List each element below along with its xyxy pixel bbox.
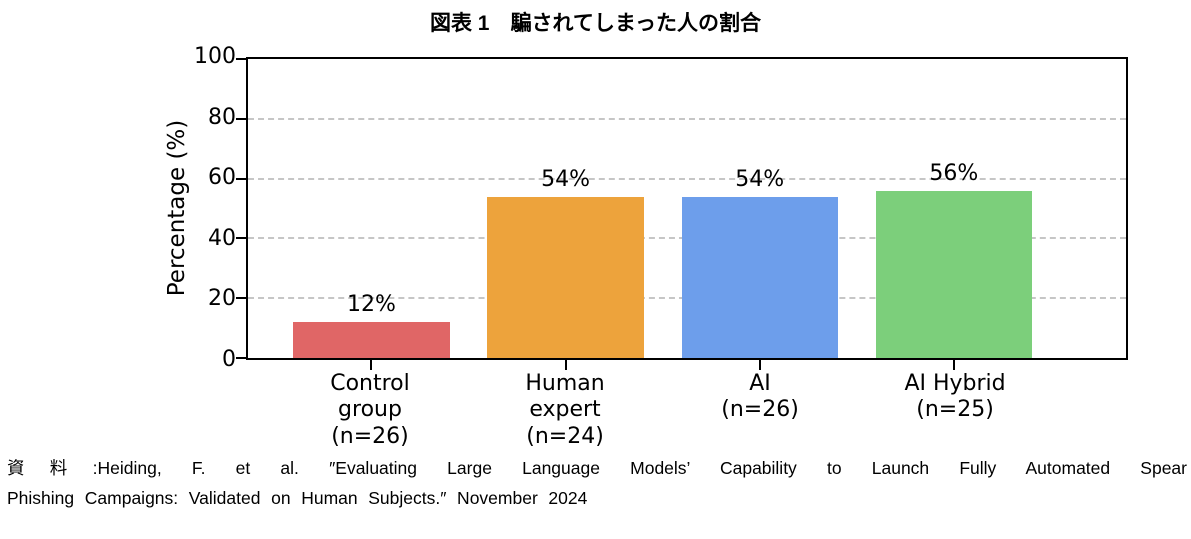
- y-tick-mark: [236, 237, 246, 240]
- x-axis-labels: Control group (n=26) Human expert (n=24) A…: [246, 371, 1128, 455]
- x-tick-label: AI (n=26): [721, 371, 799, 423]
- x-tick-label: AI Hybrid (n=25): [904, 371, 1006, 423]
- x-tick-mark: [564, 360, 567, 370]
- y-tick-label: 100: [194, 44, 236, 69]
- y-tick-label: 0: [222, 347, 236, 372]
- y-tick-label: 40: [208, 225, 236, 251]
- bar-3: 54%: [681, 167, 838, 358]
- gridline: [248, 117, 1126, 120]
- y-tick-label: 60: [208, 165, 236, 191]
- x-tick-mark: [370, 360, 373, 370]
- source-line-2: Phishing Campaigns: Validated on Human S…: [7, 487, 588, 508]
- source-note: 資料:Heiding, F. et al. ″Evaluating Large …: [7, 454, 1187, 514]
- y-tick-mark: [236, 177, 246, 180]
- bar-value-label: 56%: [929, 160, 979, 186]
- bar-value-label: 54%: [541, 166, 591, 192]
- y-tick-mark: [236, 357, 246, 359]
- bar-value-label: 54%: [735, 166, 785, 192]
- gridline: [248, 177, 1126, 180]
- x-tick-mark: [758, 360, 761, 370]
- bar-1: 12%: [293, 292, 450, 358]
- x-tick-mark: [952, 360, 955, 370]
- y-tick-mark: [236, 58, 246, 60]
- chart-title: 図表 1 騙されてしまった人の割合: [429, 12, 762, 35]
- y-tick-mark: [236, 117, 246, 120]
- y-tick-label: 20: [208, 286, 236, 312]
- x-tick-label: Control group (n=26): [330, 371, 410, 449]
- bar-2: 54%: [487, 167, 644, 358]
- bar-4: 56%: [875, 161, 1032, 358]
- bar-value-label: 12%: [346, 292, 396, 318]
- source-line-1: 資料:Heiding, F. et al. ″Evaluating Large …: [7, 458, 1187, 478]
- x-tick-label: Human expert (n=24): [525, 371, 605, 449]
- y-tick-label: 80: [208, 104, 236, 130]
- plot-area: 12% 54% 54% 56%: [236, 57, 1128, 370]
- y-tick-mark: [236, 297, 246, 300]
- y-axis-tick-labels: 0 20 40 60 80 100: [148, 44, 236, 372]
